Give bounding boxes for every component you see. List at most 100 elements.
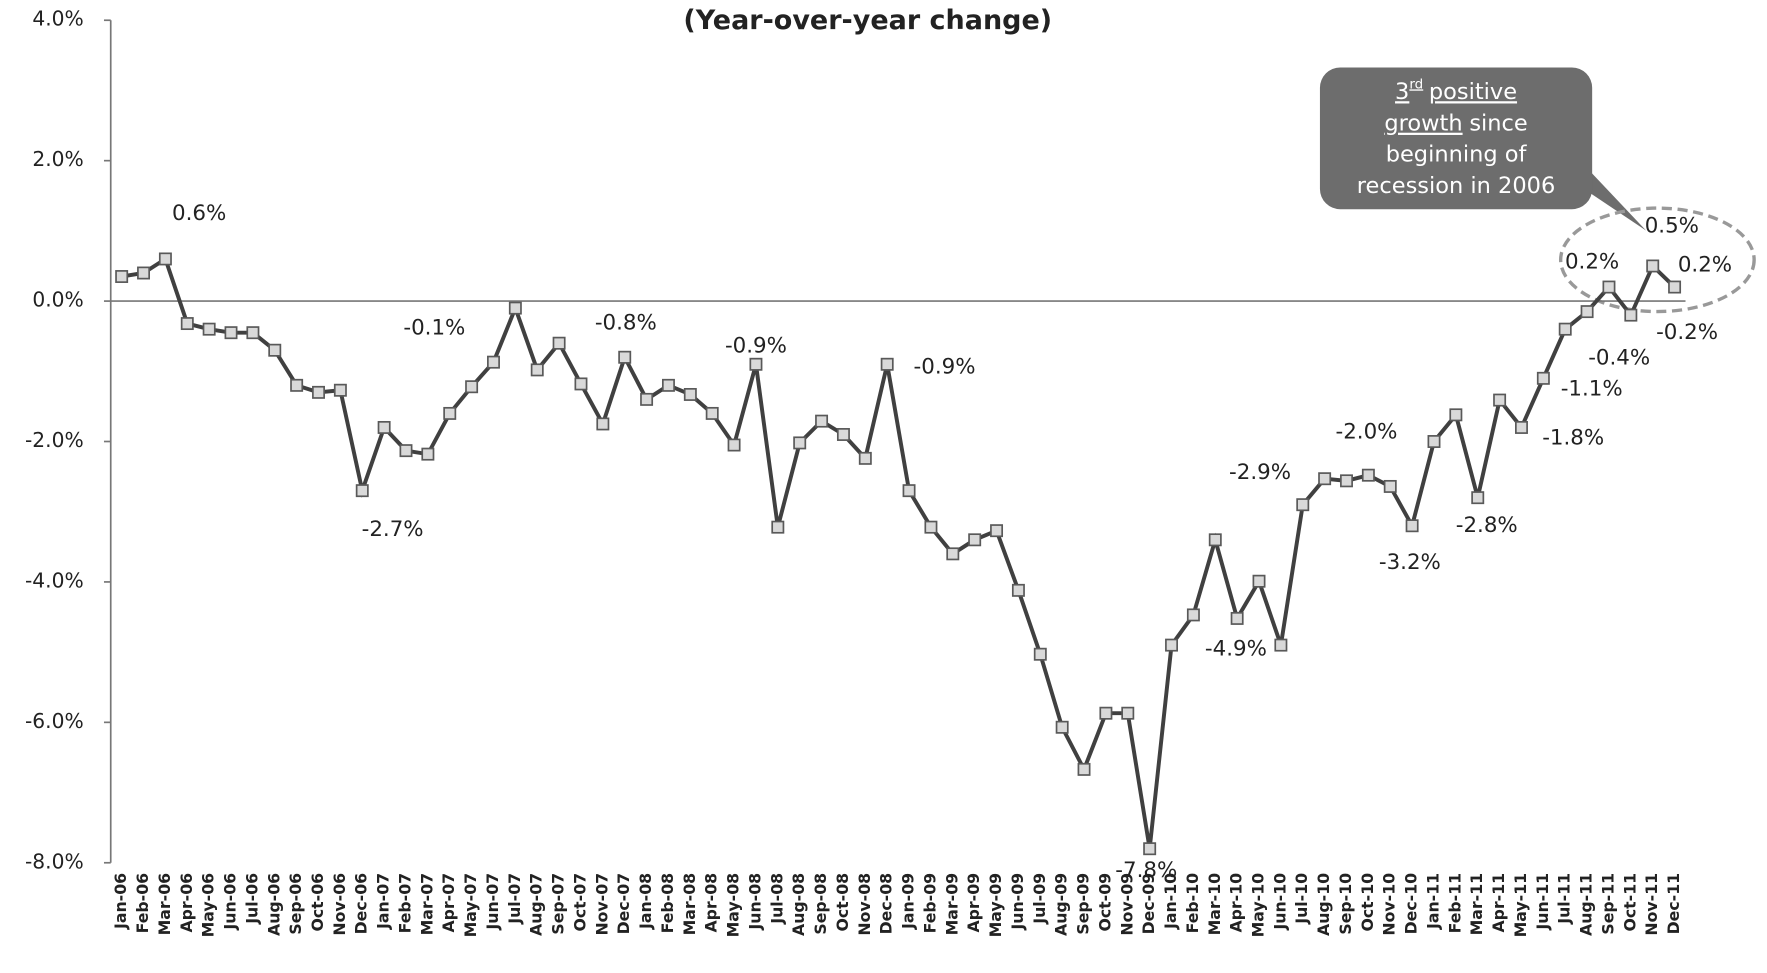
data-point	[1580, 305, 1594, 319]
data-point	[1208, 533, 1222, 547]
data-point	[1624, 308, 1638, 322]
data-point	[1449, 408, 1463, 422]
data-point	[661, 378, 675, 392]
x-tick-label: Nov-07	[592, 873, 611, 936]
data-point	[1252, 574, 1266, 588]
data-point	[1558, 322, 1572, 336]
data-point	[946, 547, 960, 561]
data-point	[377, 420, 391, 434]
x-tick-label: Jul-08	[767, 873, 786, 925]
x-tick-label: Jul-07	[505, 873, 524, 925]
x-tick-label: Aug-07	[527, 873, 546, 936]
data-label: -4.9%	[1205, 637, 1267, 662]
data-point	[749, 357, 763, 371]
data-point	[683, 387, 697, 401]
data-point	[574, 377, 588, 391]
x-tick-label: Sep-06	[286, 873, 305, 935]
x-tick-label: Oct-09	[1095, 873, 1114, 932]
data-label: -0.9%	[914, 355, 976, 380]
x-tick-label: Jul-06	[242, 873, 261, 925]
highlight-ellipse	[1558, 206, 1756, 314]
x-tick-label: Dec-11	[1664, 873, 1683, 935]
x-tick-label: Jul-09	[1030, 873, 1049, 925]
data-point	[137, 266, 151, 280]
x-tick-label: Oct-10	[1358, 873, 1377, 932]
data-point	[968, 533, 982, 547]
x-tick-label: Oct-08	[833, 873, 852, 932]
data-point	[1296, 498, 1310, 512]
x-tick-label: Sep-11	[1598, 873, 1617, 935]
x-tick-label: Sep-10	[1336, 873, 1355, 935]
x-tick-label: Dec-07	[614, 873, 633, 935]
x-tick-label: Mar-11	[1467, 873, 1486, 935]
x-tick-label: Nov-08	[855, 873, 874, 936]
data-point	[202, 322, 216, 336]
data-label: -0.4%	[1588, 345, 1650, 370]
x-tick-label: Apr-08	[702, 873, 721, 933]
data-point	[596, 417, 610, 431]
x-tick-label: Aug-11	[1577, 873, 1596, 936]
data-point	[1340, 474, 1353, 488]
data-label: 0.6%	[172, 201, 226, 226]
x-tick-label: Dec-08	[877, 873, 896, 935]
data-point	[902, 484, 916, 498]
x-tick-label: Apr-11	[1489, 873, 1508, 933]
callout-line: growth since	[1384, 110, 1527, 136]
callout-text: since	[1469, 110, 1527, 136]
x-tick-label: Apr-06	[177, 873, 196, 933]
x-tick-label: Jul-11	[1555, 873, 1574, 925]
x-tick-label: Aug-09	[1052, 873, 1071, 936]
data-label: 0.5%	[1645, 214, 1699, 239]
data-point	[618, 350, 632, 364]
callout-line: 3rd positive	[1395, 76, 1517, 104]
data-label: -0.2%	[1656, 320, 1718, 345]
data-point	[1230, 611, 1244, 625]
data-point	[1165, 638, 1178, 652]
data-point	[1099, 706, 1113, 720]
callout: 3rd positive growth since beginning of rec…	[1319, 67, 1647, 231]
x-tick-label: Sep-07	[549, 873, 568, 935]
x-tick-label: Feb-06	[133, 873, 152, 934]
x-tick-label: Feb-11	[1445, 873, 1464, 933]
data-label: -2.9%	[1229, 460, 1291, 485]
data-point	[1427, 435, 1441, 448]
data-point	[421, 447, 435, 461]
y-tick-label: -8.0%	[25, 849, 84, 873]
data-point	[443, 406, 457, 420]
data-point	[487, 355, 500, 369]
data-label: 0.2%	[1565, 249, 1619, 274]
x-tick-label: Jun-10	[1270, 873, 1289, 931]
x-tick-label: Dec-09	[1139, 873, 1158, 935]
data-point	[1033, 647, 1047, 661]
data-point	[727, 438, 741, 452]
data-label: -3.2%	[1379, 550, 1441, 575]
data-point	[1383, 479, 1397, 493]
data-point	[640, 392, 654, 406]
callout-text: beginning of	[1386, 142, 1528, 168]
data-point	[858, 451, 872, 465]
callout-text: positive	[1429, 79, 1517, 105]
data-point	[793, 436, 807, 450]
data-point	[1668, 280, 1682, 294]
x-tick-label: Feb-09	[920, 873, 939, 933]
x-tick-label: May-06	[199, 873, 218, 938]
y-tick-label: 0.0%	[32, 288, 83, 312]
data-label: -1.1%	[1561, 377, 1623, 402]
x-tick-label: Jan-10	[1161, 873, 1180, 930]
x-tick-label: Sep-09	[1074, 873, 1093, 935]
data-point	[333, 383, 347, 397]
x-tick-label: Nov-06	[330, 873, 349, 936]
callout-text: rd	[1409, 76, 1423, 92]
y-tick-label: 2.0%	[32, 147, 83, 171]
data-point	[1361, 468, 1375, 482]
x-tick-label: Jun-06	[221, 873, 240, 931]
x-tick-label: Jan-07	[374, 873, 393, 930]
x-tick-label: Jun-08	[745, 873, 764, 931]
x-tick-label: Apr-07	[439, 873, 458, 933]
x-tick-label: Feb-07	[395, 873, 414, 933]
x-tick-label: Mar-08	[680, 873, 699, 935]
x-tick-label: Jan-09	[899, 873, 918, 930]
x-tick-label: Apr-10	[1227, 873, 1246, 933]
callout-text: growth	[1384, 110, 1462, 136]
